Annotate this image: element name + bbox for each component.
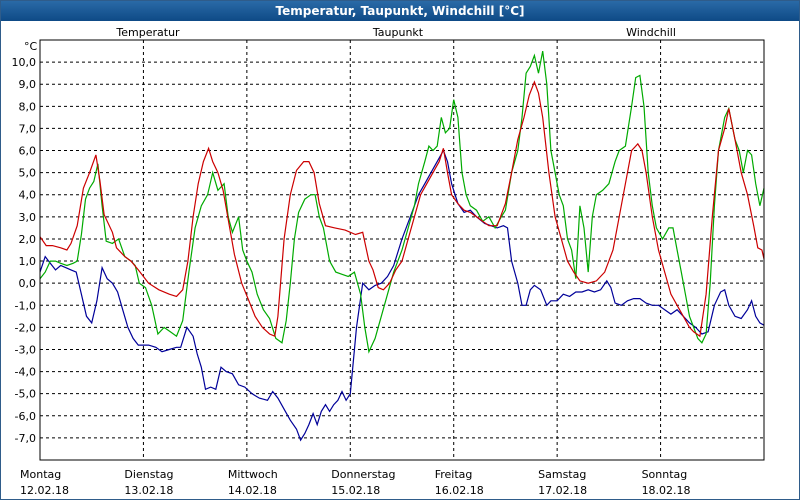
x-tick-day-label: Dienstag [124,468,173,481]
y-tick-label: -4,0 [15,366,36,379]
y-tick-label: 8,0 [19,100,37,113]
y-tick-label: -3,0 [15,343,36,356]
x-tick-day-label: Mittwoch [228,468,278,481]
y-tick-label: 10,0 [12,56,37,69]
x-tick-date-label: 18.02.18 [642,484,691,497]
legend-entry-temperatur: Temperatur [115,26,180,39]
y-tick-label: 4,0 [19,189,37,202]
y-tick-label: 3,0 [19,211,37,224]
y-tick-label: 7,0 [19,122,37,135]
y-tick-label: 0,0 [19,277,37,290]
chart-title: Temperatur, Taupunkt, Windchill [°C] [1,1,799,21]
x-tick-date-label: 16.02.18 [435,484,484,497]
x-tick-day-label: Montag [20,468,61,481]
y-axis: 10,0 9,0 8,0 7,0 6,0 5,0 4,0 3,0 2,0 1,0 0,0 -1,0 -2… [12,56,37,445]
x-tick-date-label: 14.02.18 [228,484,277,497]
x-axis: Montag 12.02.18 Dienstag 13.02.18 Mittwoch 14… [20,468,691,497]
x-tick-day-label: Samstag [538,468,586,481]
series-line-taupunkt [39,149,765,442]
x-tick-day-label: Donnerstag [331,468,395,481]
x-tick-day-label: Freitag [435,468,473,481]
x-tick-date-label: 13.02.18 [124,484,173,497]
y-tick-label: 6,0 [19,145,37,158]
legend-entry-windchill: Windchill [626,26,676,39]
y-tick-label: 5,0 [19,167,37,180]
x-tick-date-label: 17.02.18 [538,484,587,497]
y-tick-label: -7,0 [15,432,36,445]
y-tick-label: 9,0 [19,78,37,91]
y-tick-label: -5,0 [15,388,36,401]
series-lines [39,50,765,442]
y-unit-label: °C [24,40,38,53]
y-tick-label: -6,0 [15,410,36,423]
y-tick-label: -2,0 [15,321,36,334]
series-line-windchill [39,50,765,354]
series-line-temperatur [39,80,765,338]
y-tick-label: 1,0 [19,255,37,268]
plot-area [39,39,765,461]
legend-entry-taupunkt: Taupunkt [372,26,424,39]
y-tick-label: -1,0 [15,299,36,312]
x-tick-day-label: Sonntag [642,468,688,481]
x-tick-date-label: 12.02.18 [20,484,69,497]
y-tick-label: 2,0 [19,233,37,246]
x-tick-date-label: 15.02.18 [331,484,380,497]
